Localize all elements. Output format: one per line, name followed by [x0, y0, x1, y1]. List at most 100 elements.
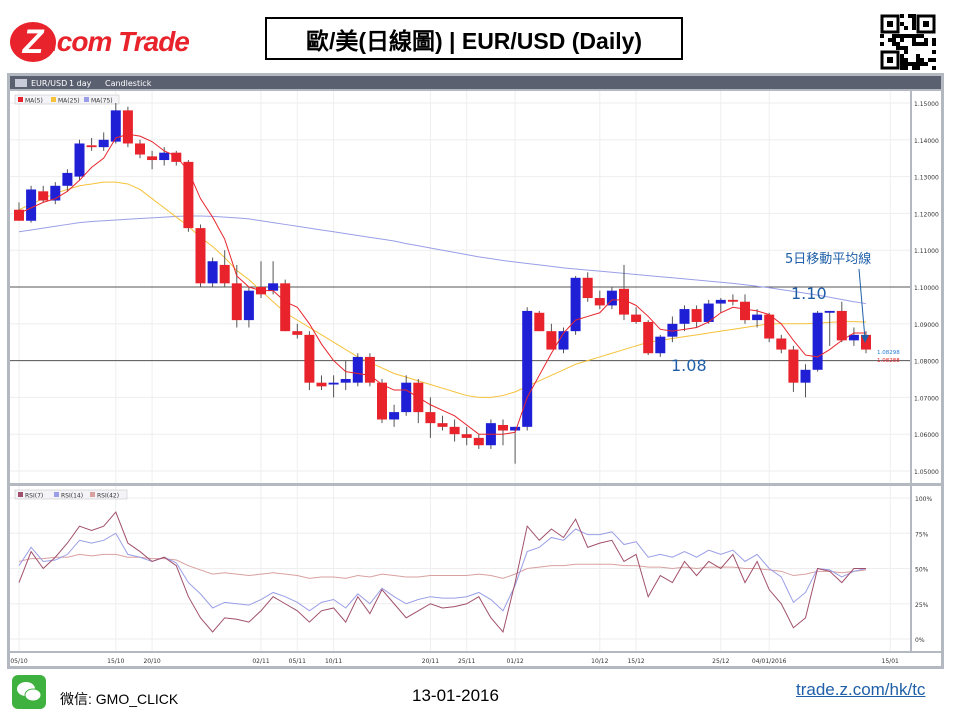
qr-module: [912, 42, 916, 46]
candle: [449, 426, 460, 435]
candle: [764, 314, 775, 339]
qr-module: [904, 26, 908, 30]
qr-module: [912, 66, 916, 70]
qr-module: [900, 54, 904, 58]
candle: [788, 349, 799, 383]
rsi-tick-label: 75%: [915, 531, 929, 538]
qr-module: [912, 34, 916, 38]
candle: [570, 277, 581, 332]
price-tick-label: 1.15000: [914, 101, 939, 108]
candle: [594, 298, 605, 306]
price-tick-label: 1.07000: [914, 395, 939, 402]
rsi-legend-box: [14, 489, 128, 500]
candle: [619, 288, 629, 315]
current-price-blue: 1.08298: [877, 350, 900, 356]
candle: [377, 382, 387, 420]
qr-module: [904, 62, 908, 66]
candle: [147, 156, 158, 161]
legend-entry-0: MA(5): [25, 98, 43, 105]
candle: [38, 191, 49, 201]
level-label-high: 1.10: [791, 284, 827, 303]
qr-module: [916, 54, 920, 58]
candle: [183, 161, 194, 229]
qr-module: [912, 62, 916, 66]
qr-module: [900, 62, 904, 66]
candle: [328, 382, 339, 385]
candle: [473, 437, 484, 446]
candle: [364, 356, 375, 383]
qr-module: [920, 34, 924, 38]
qr-finder-dot: [887, 57, 893, 63]
candle: [243, 290, 254, 321]
time-tick-label: 20/10: [143, 658, 160, 665]
website-link[interactable]: trade.z.com/hk/tc: [796, 680, 926, 699]
flag-icon: [15, 79, 27, 87]
qr-module: [900, 22, 904, 26]
candle: [268, 283, 279, 291]
candle: [812, 312, 823, 370]
qr-finder: [916, 14, 936, 34]
candle: [50, 185, 61, 201]
candle: [62, 172, 73, 186]
candle: [110, 110, 121, 142]
qr-module: [904, 46, 908, 50]
candle: [606, 290, 617, 306]
qr-module: [916, 42, 920, 46]
candle: [292, 331, 303, 335]
qr-module: [916, 58, 920, 62]
price-axis-panel: [912, 91, 941, 483]
qr-module: [900, 46, 904, 50]
price-tick-label: 1.11000: [914, 248, 939, 255]
qr-module: [880, 42, 884, 46]
time-tick-label: 15/01: [882, 658, 899, 665]
candle: [340, 379, 351, 383]
price-tick-label: 1.14000: [914, 138, 939, 145]
qr-module: [908, 14, 912, 18]
candle: [425, 412, 436, 424]
candle: [498, 425, 508, 431]
qr-module: [932, 66, 936, 70]
candle: [861, 334, 871, 350]
time-tick-label: 10/12: [591, 658, 608, 665]
time-tick-label: 04/01/2016: [752, 658, 787, 665]
rsi-tick-label: 100%: [915, 496, 932, 503]
time-tick-label: 10/11: [325, 658, 342, 665]
qr-module: [920, 62, 924, 66]
legend-swatch: [51, 97, 56, 102]
toolbar-item-1: 1 day: [69, 79, 92, 88]
rsi-legend-entry-0: RSI(7): [25, 493, 43, 500]
rsi-legend-entry-2: RSI(42): [97, 493, 119, 500]
candle: [437, 423, 448, 427]
qr-module: [892, 42, 896, 46]
qr-module: [912, 14, 916, 18]
qr-module: [880, 34, 884, 38]
logo-wordmark: .com Trade: [50, 26, 190, 57]
candle: [352, 356, 363, 383]
qr-module: [924, 62, 928, 66]
qr-module: [912, 18, 916, 22]
candle: [740, 301, 750, 321]
time-tick-label: 25/11: [458, 658, 475, 665]
candle: [643, 321, 654, 354]
legend-entry-1: MA(25): [58, 98, 80, 105]
candle: [280, 283, 291, 332]
candle: [546, 331, 557, 350]
chart-frame: EUR/USD 1 day Candlestick 1.15000 1.14000 1.1…: [7, 73, 944, 669]
qr-module: [904, 50, 908, 54]
qr-module: [900, 66, 904, 70]
price-tick-label: 1.13000: [914, 175, 939, 182]
candle: [848, 334, 859, 341]
candle: [655, 336, 666, 354]
candle: [727, 299, 738, 302]
time-tick-label: 20/11: [422, 658, 439, 665]
ma5-line: [18, 133, 866, 435]
rsi-legend-swatch: [90, 492, 95, 497]
candle: [98, 139, 109, 148]
qr-module: [900, 38, 904, 42]
qr-module: [932, 38, 936, 42]
legend-swatch: [18, 97, 23, 102]
chart-toolbar: [10, 76, 941, 89]
eurusd-chart[interactable]: EUR/USD 1 day Candlestick 1.15000 1.14000 1.1…: [7, 73, 944, 669]
page-title: 歐/美(日線圖) | EUR/USD (Daily): [265, 17, 683, 60]
qr-module: [928, 58, 932, 62]
